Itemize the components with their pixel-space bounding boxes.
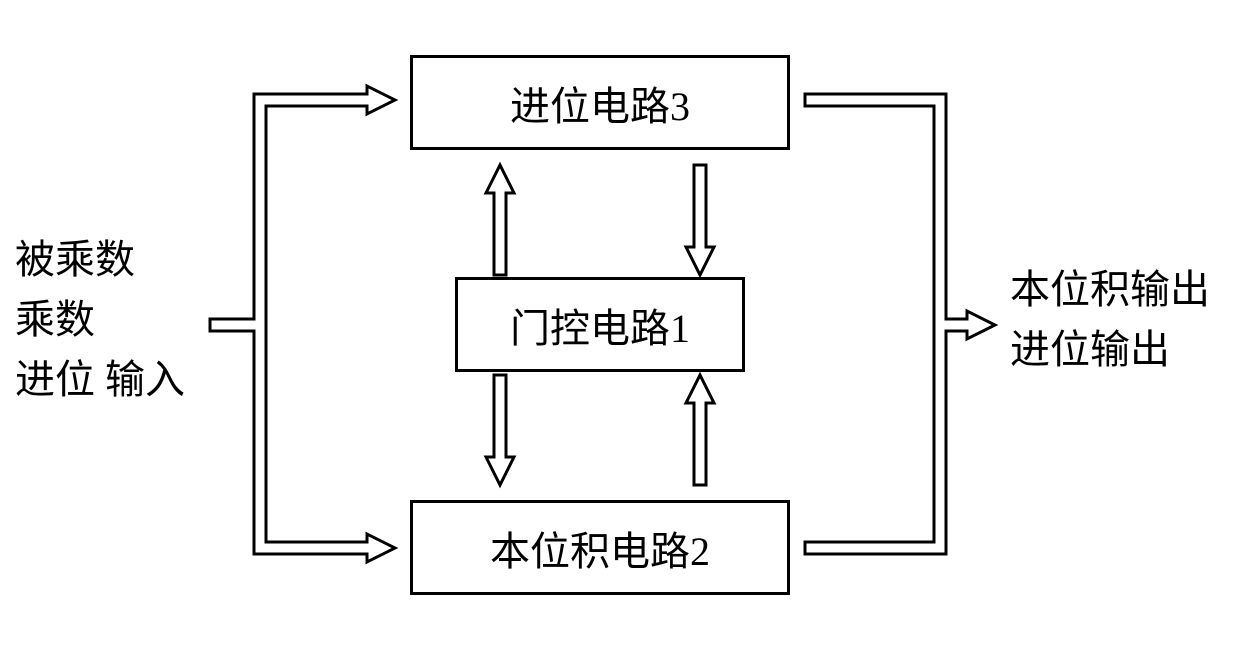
multiplicand-label: 被乘数 <box>15 230 185 290</box>
local-product-label: 本位积电路2 <box>490 519 710 577</box>
gate-control-label: 门控电路1 <box>510 296 690 354</box>
carry-circuit-box: 进位电路3 <box>410 55 790 150</box>
product-out-label: 本位积输出 <box>1010 260 1210 320</box>
carry-circuit-label: 进位电路3 <box>510 74 690 132</box>
input-labels: 被乘数 乘数 进位 输入 <box>15 230 185 410</box>
local-product-box: 本位积电路2 <box>410 500 790 595</box>
gate-control-box: 门控电路1 <box>455 277 745 372</box>
carry-in-label: 进位 输入 <box>15 350 185 410</box>
output-labels: 本位积输出 进位输出 <box>1010 260 1210 380</box>
block-diagram: 进位电路3 门控电路1 本位积电路2 被乘数 乘数 进位 输入 本位积输出 进位… <box>0 0 1240 651</box>
multiplier-label: 乘数 <box>15 290 185 350</box>
carry-out-label: 进位输出 <box>1010 320 1210 380</box>
